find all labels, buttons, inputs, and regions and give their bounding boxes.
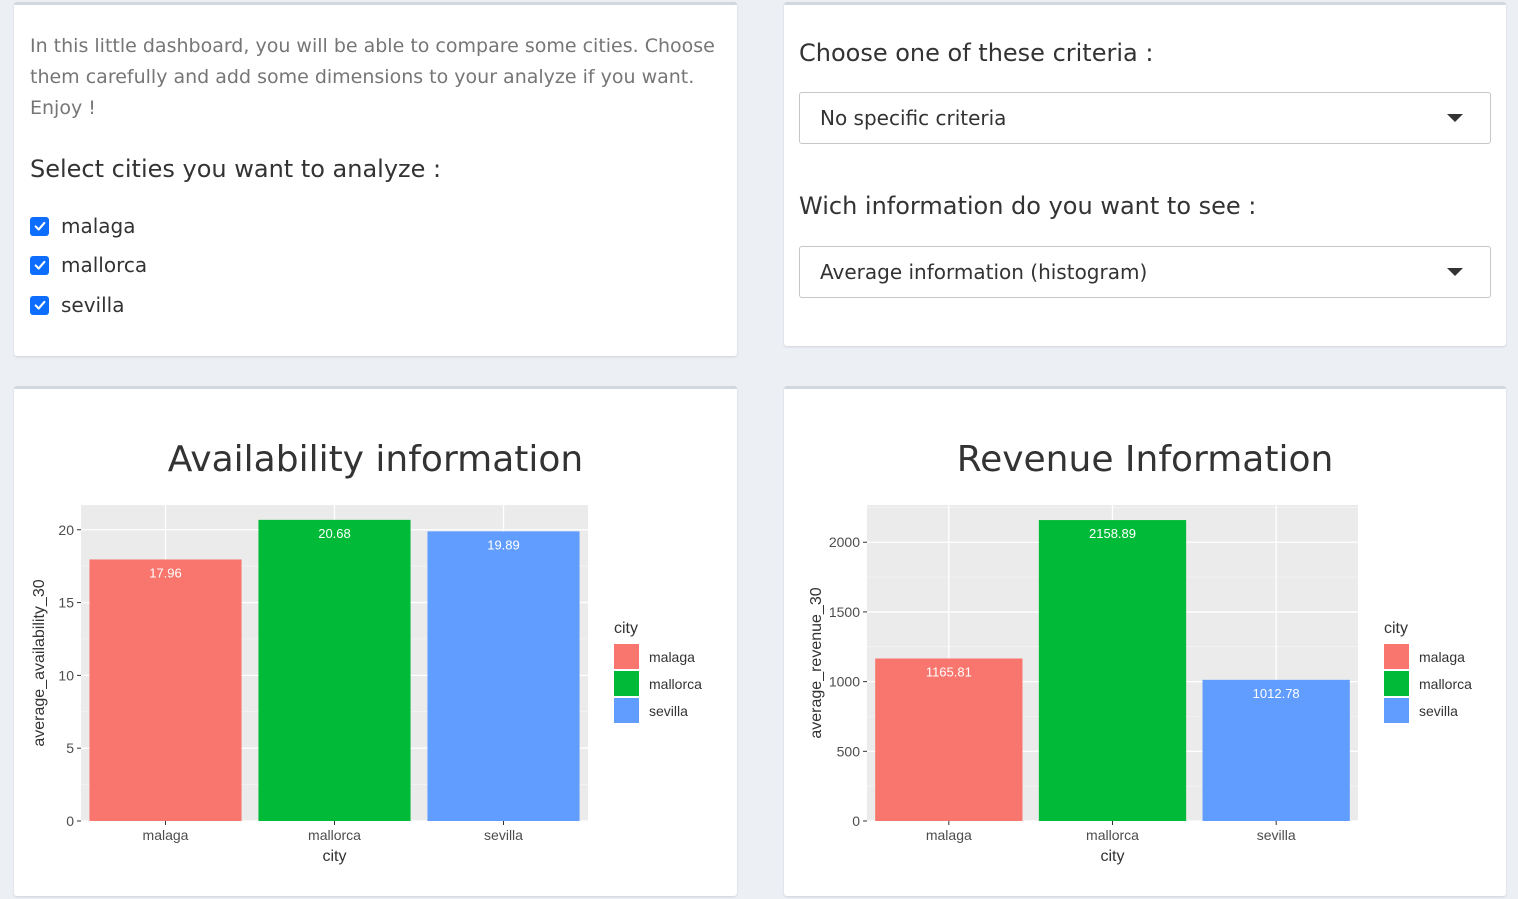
- legend-label: sevilla: [649, 703, 688, 719]
- y-tick-label: 1000: [829, 674, 860, 690]
- legend-title: city: [1384, 620, 1408, 637]
- checkbox-label: sevilla: [61, 293, 125, 317]
- y-axis-title: average_revenue_30: [808, 587, 825, 738]
- checkbox-label: mallorca: [61, 253, 148, 277]
- availability-chart-panel: Availability information 17.96 malaga 20.6…: [14, 386, 737, 896]
- legend-key-sevilla: [1384, 698, 1409, 723]
- y-tick-label: 500: [837, 743, 861, 759]
- checkbox-checked-icon[interactable]: [30, 216, 49, 236]
- criteria-select-value: No specific criteria: [820, 106, 1007, 130]
- x-axis-title: city: [1101, 848, 1125, 865]
- criteria-select[interactable]: No specific criteria: [799, 92, 1491, 144]
- x-tick-label: malaga: [143, 827, 189, 843]
- y-tick-label: 1500: [829, 604, 860, 620]
- bar-sevilla: [427, 531, 580, 821]
- y-tick-label: 0: [852, 813, 860, 829]
- legend-label: sevilla: [1419, 703, 1458, 719]
- criteria-label: Choose one of these criteria :: [799, 39, 1154, 67]
- checkbox-malaga[interactable]: malaga: [30, 211, 136, 241]
- legend-label: malaga: [1419, 649, 1465, 665]
- x-tick-label: mallorca: [308, 827, 361, 843]
- bar-value-label: 2158.89: [1089, 526, 1136, 541]
- bar-value-label: 1012.78: [1253, 686, 1300, 701]
- checkbox-checked-icon[interactable]: [30, 295, 49, 315]
- bar-mallorca: [258, 519, 411, 821]
- bar-sevilla: [1202, 679, 1350, 821]
- intro-text: In this little dashboard, you will be ab…: [30, 35, 715, 119]
- chevron-down-icon[interactable]: [1447, 268, 1463, 276]
- checkbox-sevilla[interactable]: sevilla: [30, 290, 125, 320]
- revenue-chart: 1165.81 malaga 2158.89 mallorca 1012.78 sevil…: [808, 505, 1472, 865]
- criteria-panel: Choose one of these criteria : No specif…: [784, 2, 1506, 346]
- availability-chart: 17.96 malaga 20.68 mallorca 19.89 sevilla 0 5 10…: [31, 505, 702, 865]
- bar-malaga: [875, 658, 1023, 821]
- select-cities-label: Select cities you want to analyze :: [30, 155, 442, 183]
- x-tick-label: mallorca: [1086, 827, 1139, 843]
- legend-key-malaga: [1384, 644, 1409, 669]
- cities-panel: In this little dashboard, you will be ab…: [14, 2, 737, 356]
- x-axis-title: city: [323, 848, 347, 865]
- legend-key-mallorca: [1384, 671, 1409, 696]
- bar-malaga: [89, 559, 242, 821]
- y-tick-label: 5: [66, 740, 74, 756]
- legend-key-malaga: [614, 644, 639, 669]
- bar-value-label: 19.89: [487, 537, 520, 552]
- chart-title: Revenue Information: [956, 439, 1334, 480]
- info-select-value: Average information (histogram): [820, 260, 1148, 284]
- legend-label: mallorca: [1419, 676, 1472, 692]
- legend-title: city: [614, 620, 638, 637]
- x-tick-label: sevilla: [484, 827, 523, 843]
- legend-key-mallorca: [614, 671, 639, 696]
- y-axis-title: average_availability_30: [31, 579, 48, 746]
- chevron-down-icon[interactable]: [1447, 114, 1463, 122]
- legend-label: mallorca: [649, 676, 702, 692]
- bar-value-label: 20.68: [318, 526, 351, 541]
- y-tick-label: 2000: [829, 534, 860, 550]
- info-label: Wich information do you want to see :: [799, 192, 1257, 220]
- checkbox-mallorca[interactable]: mallorca: [30, 250, 147, 280]
- bar-value-label: 17.96: [149, 565, 182, 580]
- bar-value-label: 1165.81: [926, 664, 972, 679]
- y-tick-label: 10: [58, 667, 74, 683]
- y-tick-label: 0: [66, 813, 74, 829]
- checkbox-label: malaga: [61, 214, 136, 238]
- revenue-chart-panel: Revenue Information 1165.81 malaga 2158.89…: [784, 386, 1506, 896]
- legend-key-sevilla: [614, 698, 639, 723]
- legend-label: malaga: [649, 649, 695, 665]
- y-tick-label: 15: [58, 595, 74, 611]
- info-select[interactable]: Average information (histogram): [799, 246, 1491, 298]
- x-tick-label: sevilla: [1257, 827, 1296, 843]
- bar-mallorca: [1038, 520, 1187, 821]
- chart-title: Availability information: [167, 439, 584, 480]
- x-tick-label: malaga: [926, 827, 972, 843]
- y-tick-label: 20: [58, 522, 74, 538]
- checkbox-checked-icon[interactable]: [30, 255, 49, 275]
